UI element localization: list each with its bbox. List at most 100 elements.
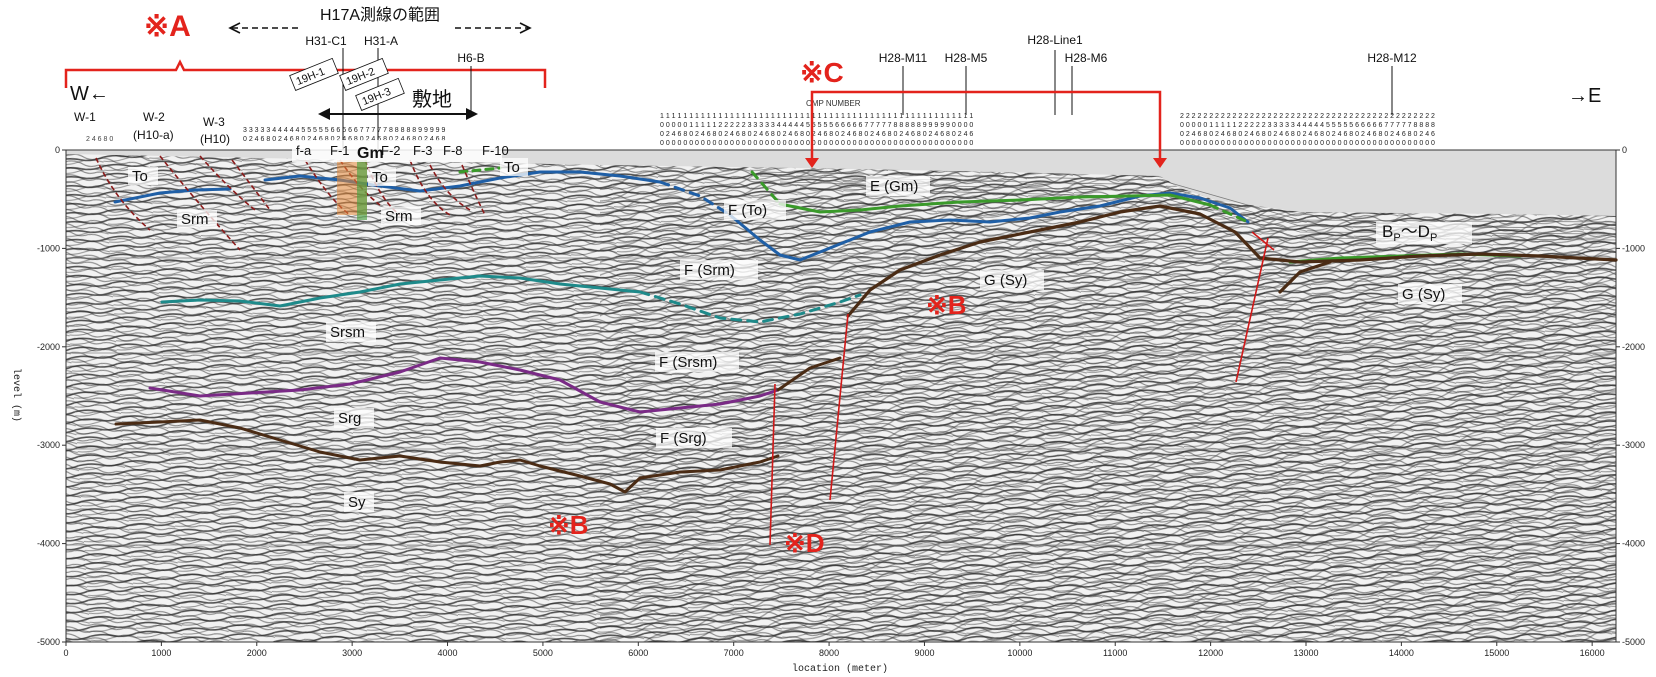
callout-a: ※A xyxy=(144,10,191,43)
survey-line-label: H28-M6 xyxy=(1065,51,1108,65)
well-label: W-2 xyxy=(143,110,165,124)
svg-text:0 2 4 6 8 0 2 4 6 8 0 2 4 6 8: 0 2 4 6 8 0 2 4 6 8 0 2 4 6 8 0 2 4 6 8 … xyxy=(1180,131,1435,138)
x-tick-label: 14000 xyxy=(1389,648,1414,658)
west-label: W← xyxy=(70,83,109,105)
unit-label: E (Gm) xyxy=(870,178,918,195)
wells: W-1 W-2 (H10-a) W-3 (H10) xyxy=(74,110,230,146)
survey-line-label: H28-M11 xyxy=(879,51,928,65)
horizon-g-sy xyxy=(846,204,1618,318)
faults xyxy=(769,231,1275,546)
boreholes: 19H-1 19H-2 19H-3 xyxy=(289,57,405,111)
y-axis-label: level (m) xyxy=(10,368,22,422)
fault-label: Gm xyxy=(357,145,384,162)
svg-text:3 3 3 3 3 4 4 4 4 4 5 5 5 5 5: 3 3 3 3 3 4 4 4 4 4 5 5 5 5 5 6 6 6 6 6 … xyxy=(243,127,445,134)
horizon-sy-upper xyxy=(776,356,842,392)
horizon-to-dashed xyxy=(658,180,732,217)
y-tick-label: -4000 xyxy=(37,539,60,549)
unit-label: F (Srsm) xyxy=(659,354,717,371)
x-tick-label: 8000 xyxy=(819,648,839,658)
minor-faults-west xyxy=(95,155,486,251)
y-tick-label: -2000 xyxy=(37,342,60,352)
survey-line-label: H31-C1 xyxy=(305,34,347,48)
svg-text:0 2 4 6 8 0 2 4 6 8 0 2 4 6 8: 0 2 4 6 8 0 2 4 6 8 0 2 4 6 8 0 2 4 6 8 … xyxy=(243,136,445,143)
x-tick-label: 3000 xyxy=(342,648,362,658)
fault-label: f-a xyxy=(296,143,312,158)
svg-text:0 0 0 0 0 0 0 0 0 0 0 0 0 0 0: 0 0 0 0 0 0 0 0 0 0 0 0 0 0 0 0 0 0 0 0 … xyxy=(660,140,973,147)
x-tick-label: 4000 xyxy=(438,648,458,658)
unit-label: To xyxy=(372,169,388,186)
y-tick-label-right: 0 xyxy=(1622,145,1627,155)
survey-line-label: H6-B xyxy=(457,51,484,65)
bp-dp-sub: P xyxy=(1430,232,1437,244)
unit-labels: To Srm To Srm To F (To) E (Gm) F (Srm) G… xyxy=(128,158,1472,512)
seismic-image xyxy=(66,150,1616,642)
unit-label: To xyxy=(504,159,520,176)
x-tick-label: 12000 xyxy=(1198,648,1223,658)
bp-dp-tilde: 〜D xyxy=(1401,222,1430,241)
x-tick-label: 13000 xyxy=(1293,648,1318,658)
horizon-gm-site xyxy=(458,166,502,174)
callout-b-east: ※B xyxy=(926,290,967,320)
site-borehole-column xyxy=(337,160,367,220)
arrowhead-c-east xyxy=(1153,158,1167,168)
unit-label: G (Sy) xyxy=(984,272,1027,289)
survey-line-label: H28-M5 xyxy=(945,51,988,65)
horizon-sy-top xyxy=(114,418,780,494)
survey-line-label: H28-Line1 xyxy=(1027,33,1083,47)
x-tick-label: 16000 xyxy=(1580,648,1605,658)
fault-label: F-10 xyxy=(482,143,509,158)
fault-label: F-8 xyxy=(443,143,463,158)
arrowhead-c-west xyxy=(805,158,819,168)
survey-line-labels: H31-C1 H31-A H6-B H28-M11 H28-M5 H28-Lin… xyxy=(305,33,1417,65)
h17a-range-label: H17A測線の範囲 xyxy=(320,6,440,24)
bp-dp-b: B xyxy=(1382,222,1393,241)
fault-labels-top: f-a F-1 Gm F-2 F-3 F-8 F-10 xyxy=(292,140,509,162)
y-tick-label-right: -2000 xyxy=(1622,342,1645,352)
y-tick-label: -5000 xyxy=(37,637,60,647)
well-label: W-3 xyxy=(203,115,225,129)
horizon-f-to xyxy=(728,191,1250,262)
well-label: W-1 xyxy=(74,110,96,124)
east-label: →E xyxy=(1568,85,1601,107)
x-tick-label: 11000 xyxy=(1103,648,1127,658)
svg-text:2 4 6 8 0: 2 4 6 8 0 xyxy=(86,136,113,143)
x-tick-label: 2000 xyxy=(247,648,267,658)
horizon-to-top xyxy=(113,170,662,204)
site-label: 敷地 xyxy=(412,88,452,111)
unit-label: Srm xyxy=(385,208,413,225)
plot-frame xyxy=(65,149,1617,643)
unit-label: F (Srg) xyxy=(660,430,707,447)
x-tick-label: 10000 xyxy=(1007,648,1032,658)
cmp-number-label: CMP NUMBER xyxy=(806,99,861,108)
svg-text:2 2 2 2 2 2 2 2 2 2 2 2 2 2 2: 2 2 2 2 2 2 2 2 2 2 2 2 2 2 2 2 2 2 2 2 … xyxy=(1180,113,1435,120)
y-axis-ticks-left: 0 -1000 -2000 -3000 -4000 -5000 xyxy=(37,145,66,647)
y-tick-label: 0 xyxy=(55,145,60,155)
x-axis-label: location (meter) xyxy=(792,663,888,675)
horizon-e-gm xyxy=(778,193,1212,214)
horizon-srsm-top xyxy=(160,274,642,308)
unit-label: G (Sy) xyxy=(1402,286,1445,303)
unit-label: Srg xyxy=(338,410,361,427)
y-tick-label: -1000 xyxy=(37,243,60,253)
svg-text:0 2 4 6 8 0 2 4 6 8 0 2 4 6 8: 0 2 4 6 8 0 2 4 6 8 0 2 4 6 8 0 2 4 6 8 … xyxy=(660,131,973,138)
y-tick-label-right: -4000 xyxy=(1622,539,1645,549)
x-tick-label: 15000 xyxy=(1484,648,1509,658)
svg-text:0 0 0 0 0 1 1 1 1 1 2 2 2 2 2: 0 0 0 0 0 1 1 1 1 1 2 2 2 2 2 3 3 3 3 3 … xyxy=(660,122,973,129)
horizon-srg-top xyxy=(148,356,780,414)
y-tick-label: -3000 xyxy=(37,440,60,450)
unit-label: Srsm xyxy=(330,324,365,341)
x-axis-ticks: 0 1000 2000 3000 4000 5000 6000 7000 8000 9000 100… xyxy=(63,642,1605,658)
y-tick-label-right: -1000 xyxy=(1622,243,1645,253)
y-tick-label-right: -5000 xyxy=(1622,637,1645,647)
x-tick-label: 7000 xyxy=(724,648,744,658)
unit-label: Sy xyxy=(348,494,366,511)
bp-dp-sub: P xyxy=(1393,232,1400,244)
x-tick-label: 6000 xyxy=(628,648,648,658)
svg-text:0 0 0 0 0 1 1 1 1 1 2 2 2 2 2: 0 0 0 0 0 1 1 1 1 1 2 2 2 2 2 3 3 3 3 3 … xyxy=(1180,122,1435,129)
unit-label-bp-dp: BP〜DP xyxy=(1382,222,1437,244)
x-tick-label: 0 xyxy=(63,648,68,658)
unit-label: F (Srm) xyxy=(684,262,735,279)
well-sub-label: (H10-a) xyxy=(133,128,174,142)
cmp-number-strip: 2 4 6 8 0 3 3 3 3 3 4 4 4 4 4 5 5 5 5 5 … xyxy=(86,113,1435,147)
